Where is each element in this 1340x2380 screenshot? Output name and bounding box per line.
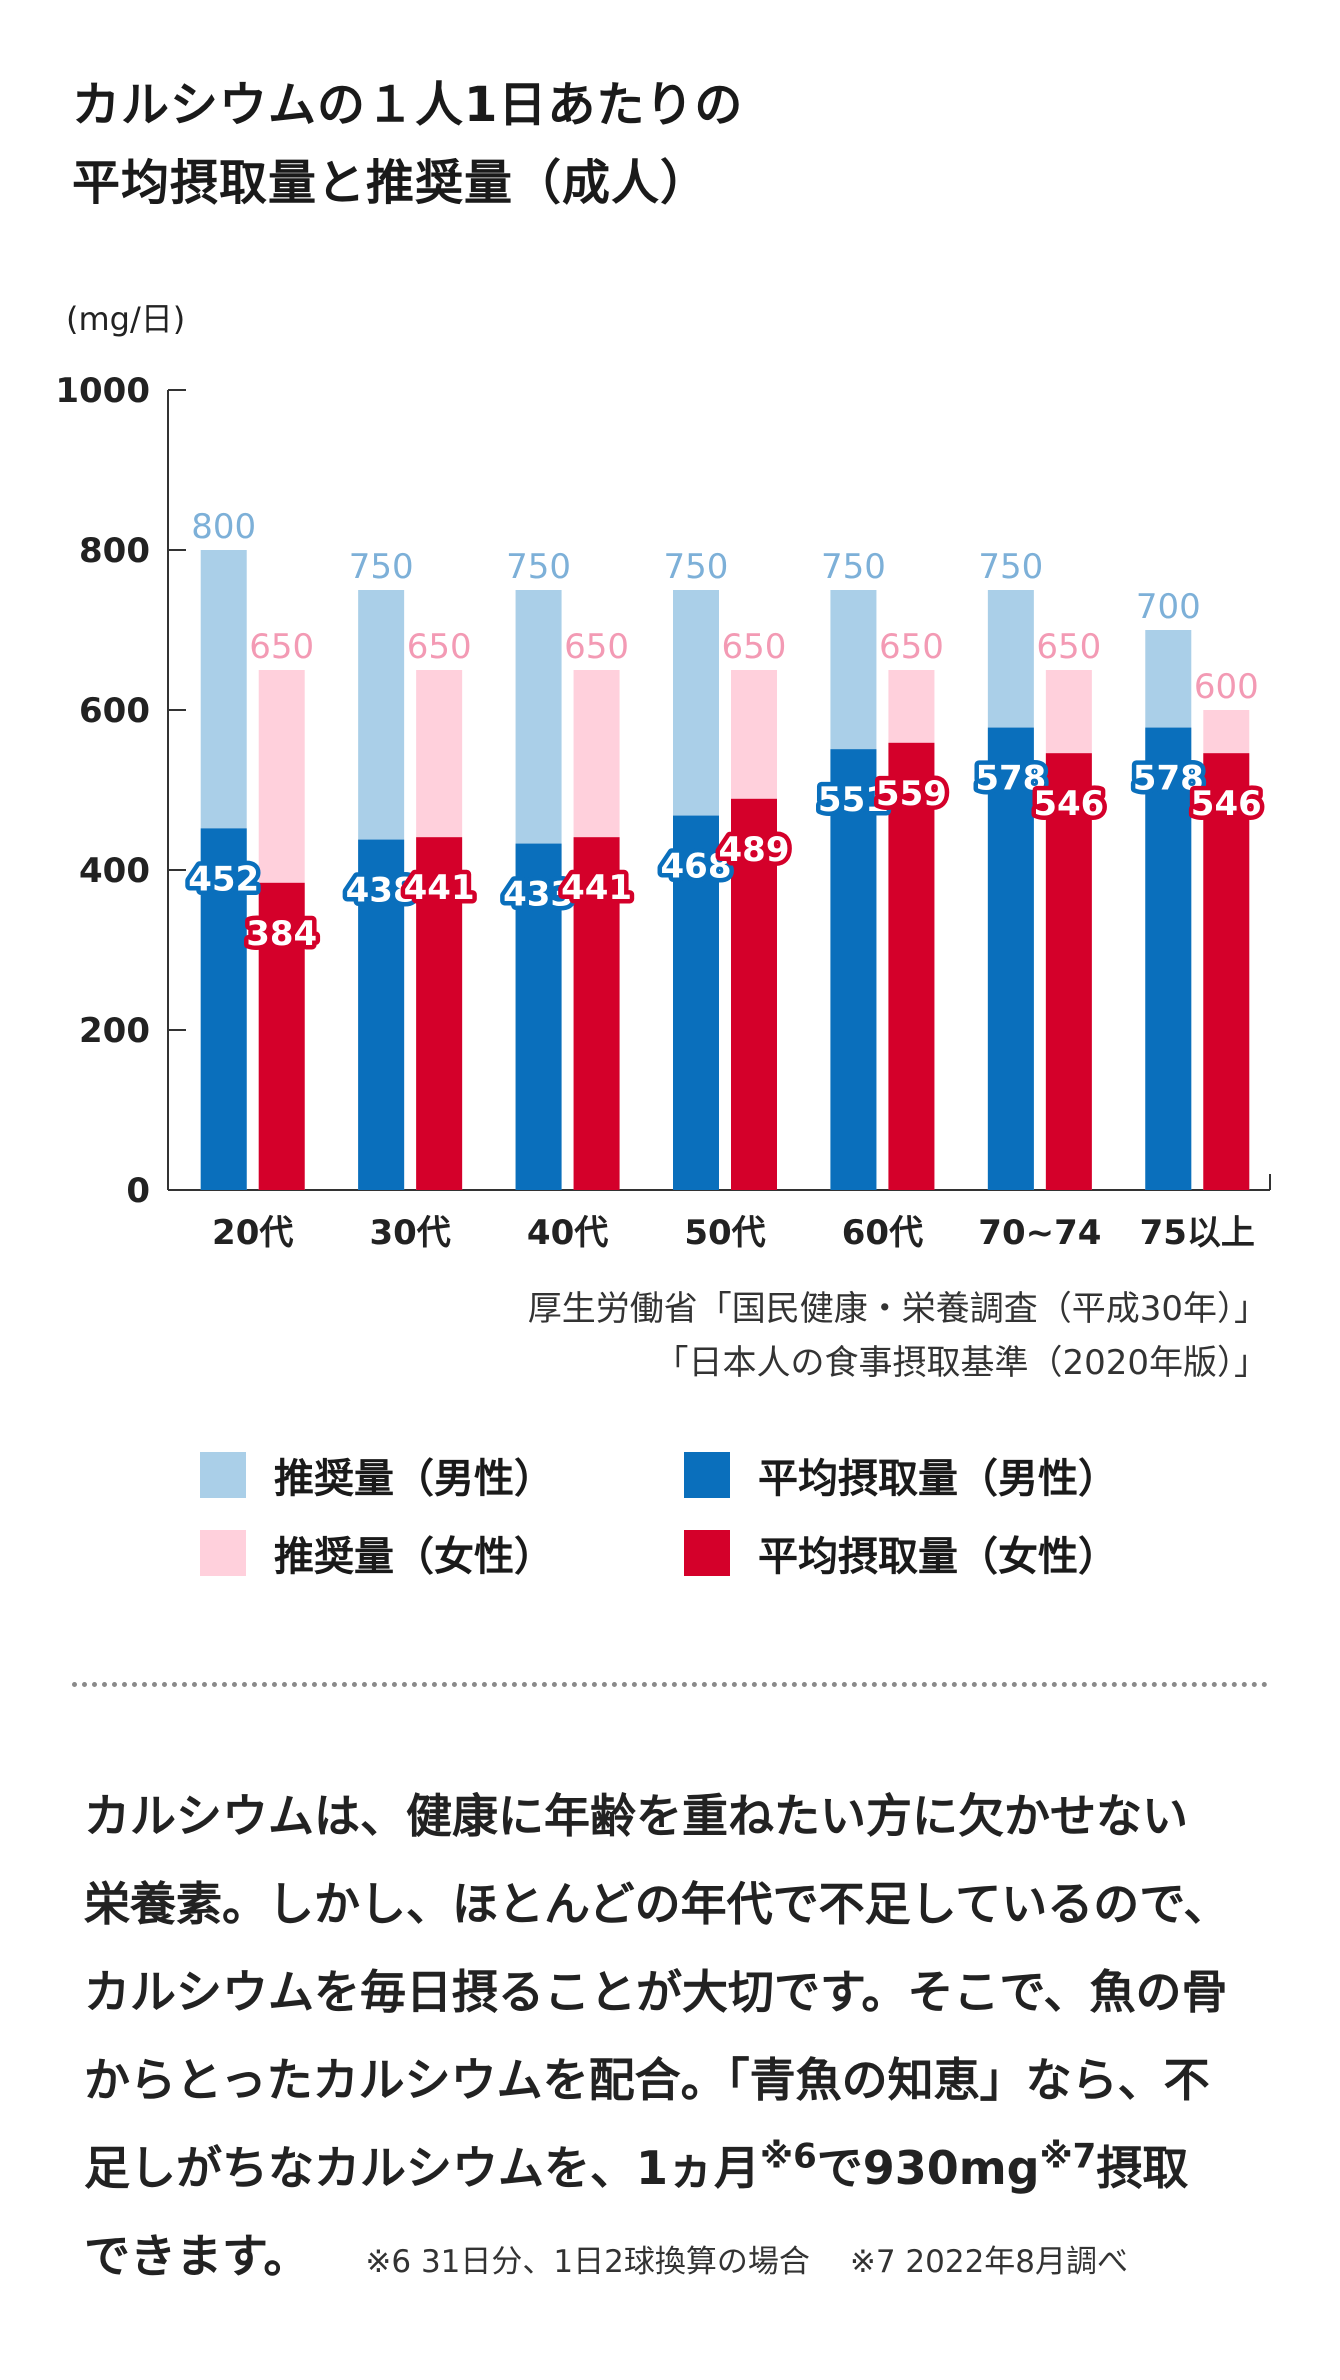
bar-chart: (mg/日) 0 200 400 600 800 1000 800 650 452 384 20代 75… <box>55 300 1271 1253</box>
label-recommended-male: 800 <box>191 507 256 547</box>
label-average-female: 384 <box>246 914 317 954</box>
label-average-male: 438 <box>346 871 417 911</box>
legend-swatch-avg-female <box>684 1530 730 1576</box>
legend-item-avg-male: 平均摂取量（男性） <box>684 1450 1118 1502</box>
x-tick-label: 30代 <box>369 1213 450 1253</box>
x-tick-label: 60代 <box>842 1213 923 1253</box>
legend-swatch-rec-female <box>200 1530 246 1576</box>
dotted-divider <box>72 1682 1268 1687</box>
label-recommended-male: 750 <box>664 547 729 587</box>
y-tick-label: 600 <box>79 691 150 731</box>
source-note: 厚生労働省「国民健康・栄養調査（平成30年）」 「日本人の食事摂取基準（2020… <box>528 1282 1268 1390</box>
legend-swatch-avg-male <box>684 1452 730 1498</box>
body-line-4: からとったカルシウムを配合。「青魚の知恵」なら、不 <box>84 2053 1210 2107</box>
footnote-7: ※7 2022年8月調べ <box>849 2244 1129 2280</box>
legend-swatch-rec-male <box>200 1452 246 1498</box>
label-average-male: 433 <box>503 875 574 915</box>
y-tick-label: 1000 <box>55 371 150 411</box>
x-tick-label: 20代 <box>212 1213 293 1253</box>
label-recommended-female: 600 <box>1194 667 1259 707</box>
bar-average-female <box>731 798 777 1190</box>
body-line-6: できます。 ※6 31日分、1日2球換算の場合 ※7 2022年8月調べ <box>84 2212 1284 2306</box>
body-line-5-c: 摂取 <box>1096 2141 1189 2195</box>
bar-average-male <box>200 828 247 1190</box>
body-line-2: 栄養素。しかし、ほとんどの年代で不足しているので、 <box>84 1877 1230 1931</box>
label-recommended-female: 650 <box>249 627 314 667</box>
label-average-male: 468 <box>661 847 732 887</box>
bar-average-female <box>416 837 463 1190</box>
label-average-female: 546 <box>1191 784 1262 824</box>
bar-average-male <box>515 843 562 1190</box>
bar-average-male <box>358 839 405 1190</box>
body-line-5-b: で930mg <box>816 2141 1040 2195</box>
title-line-2: 平均摂取量と推奨量（成人） <box>72 155 710 211</box>
body-line-6-text: できます。 <box>84 2229 310 2283</box>
y-tick-label: 800 <box>79 531 150 571</box>
footnote-ref-7: ※7 <box>1039 2136 1097 2177</box>
x-tick-label: 75以上 <box>1140 1213 1255 1253</box>
legend-label-avg-male: 平均摂取量（男性） <box>758 1456 1118 1502</box>
source-line-2: 「日本人の食事摂取基準（2020年版）」 <box>654 1343 1268 1383</box>
bar-average-male <box>673 815 719 1190</box>
bar-average-male <box>987 727 1034 1190</box>
legend: 推奨量（男性） 平均摂取量（男性） 推奨量（女性） 平均摂取量（女性） <box>200 1440 1200 1610</box>
label-recommended-male: 700 <box>1136 587 1201 627</box>
bar-average-female <box>573 837 620 1190</box>
label-recommended-male: 750 <box>506 547 571 587</box>
x-tick-label: 70~74 <box>978 1213 1101 1253</box>
label-recommended-female: 650 <box>1036 627 1101 667</box>
source-line-1: 厚生労働省「国民健康・栄養調査（平成30年）」 <box>527 1289 1268 1329</box>
bar-average-female <box>1045 753 1092 1190</box>
label-recommended-male: 750 <box>821 547 886 587</box>
bar-average-male <box>1145 727 1192 1190</box>
label-average-male: 551 <box>818 780 889 820</box>
label-recommended-female: 650 <box>722 627 787 667</box>
body-line-5-a: 足しがちなカルシウムを、1ヵ月 <box>84 2141 761 2195</box>
label-recommended-female: 650 <box>564 627 629 667</box>
description-text: カルシウムは、健康に年齢を重ねたい方に欠かせない 栄養素。しかし、ほとんどの年代… <box>84 1772 1284 2306</box>
label-average-male: 452 <box>188 859 259 899</box>
label-recommended-female: 650 <box>879 627 944 667</box>
y-tick-label: 200 <box>79 1011 150 1051</box>
title-line-1: カルシウムの１人1日あたりの <box>72 77 744 133</box>
label-average-male: 578 <box>975 759 1046 799</box>
y-axis-unit-label: (mg/日) <box>66 300 185 338</box>
label-average-male: 578 <box>1133 759 1204 799</box>
legend-item-rec-male: 推奨量（男性） <box>200 1450 554 1502</box>
body-line-5: 足しがちなカルシウムを、1ヵ月※6で930mg※7摂取 <box>84 2124 1284 2212</box>
bar-average-female <box>888 742 935 1190</box>
footnote-ref-6: ※6 <box>760 2136 817 2177</box>
label-average-female: 489 <box>719 830 790 870</box>
bar-average-male <box>830 749 877 1190</box>
label-average-female: 441 <box>404 868 475 908</box>
body-line-3: カルシウムを毎日摂ることが大切です。そこで、魚の骨 <box>84 1965 1228 2019</box>
legend-label-avg-female: 平均摂取量（女性） <box>758 1534 1118 1580</box>
x-tick-label: 40代 <box>527 1213 608 1253</box>
footnote-6: ※6 31日分、1日2球換算の場合 <box>365 2244 810 2280</box>
x-tick-label: 50代 <box>684 1213 765 1253</box>
legend-label-rec-female: 推奨量（女性） <box>274 1534 554 1580</box>
y-tick-label: 400 <box>79 851 150 891</box>
bar-average-female <box>1203 753 1250 1190</box>
legend-label-rec-male: 推奨量（男性） <box>274 1456 554 1502</box>
label-average-female: 559 <box>876 774 947 814</box>
bar-average-female <box>258 882 305 1190</box>
legend-item-avg-female: 平均摂取量（女性） <box>684 1528 1118 1580</box>
body-line-1: カルシウムは、健康に年齢を重ねたい方に欠かせない <box>84 1789 1188 1843</box>
chart-title: カルシウムの１人1日あたりの 平均摂取量と推奨量（成人） <box>72 66 743 222</box>
legend-item-rec-female: 推奨量（女性） <box>200 1528 554 1580</box>
label-recommended-female: 650 <box>407 627 472 667</box>
label-average-female: 441 <box>561 868 632 908</box>
label-recommended-male: 750 <box>349 547 414 587</box>
y-tick-label: 0 <box>126 1171 150 1211</box>
label-average-female: 546 <box>1033 784 1104 824</box>
label-recommended-male: 750 <box>978 547 1043 587</box>
